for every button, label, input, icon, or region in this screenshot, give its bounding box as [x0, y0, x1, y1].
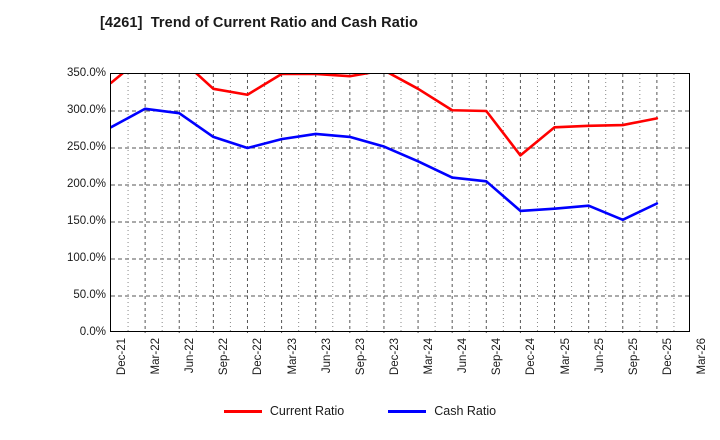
- x-axis-tick-label: Dec-21: [116, 338, 128, 376]
- x-axis-tick-label: Dec-25: [661, 338, 674, 376]
- x-axis-tick-label: Sep-24: [491, 338, 504, 376]
- x-axis-tick-label: Mar-23: [286, 338, 299, 375]
- x-axis-tick-label: Mar-22: [150, 338, 163, 375]
- x-axis-tick-label: Dec-23: [388, 338, 401, 376]
- y-axis-tick-label: 50.0%: [73, 289, 106, 301]
- legend-item[interactable]: Cash Ratio: [388, 404, 496, 418]
- y-axis-tick-label: 150.0%: [66, 215, 106, 227]
- plot-svg: [111, 74, 691, 333]
- legend-color-swatch: [388, 409, 427, 413]
- data-series: [111, 74, 659, 222]
- x-axis-tick-label: Sep-23: [354, 338, 367, 376]
- series-line-current-ratio: [111, 74, 659, 157]
- chart-title: [4261] Trend of Current Ratio and Cash R…: [100, 15, 418, 31]
- chart-legend: Current Ratio Cash Ratio: [0, 404, 720, 418]
- x-axis-tick-label: Jun-22: [184, 338, 197, 374]
- x-axis-tick-label: Dec-24: [525, 338, 538, 376]
- y-axis-tick-label: 0.0%: [79, 326, 106, 338]
- plot-area: [110, 73, 691, 333]
- x-axis-tick-label: Jun-23: [320, 338, 333, 374]
- x-axis-tick-label: Sep-25: [627, 338, 640, 376]
- legend-color-swatch: [223, 409, 262, 413]
- x-axis-tick-label: Mar-26: [696, 338, 708, 375]
- x-axis-tick-label: Dec-22: [252, 338, 265, 376]
- legend-label: Current Ratio: [269, 404, 345, 418]
- y-axis-labels: 0.0% 50.0% 100.0% 150.0% 200.0% 250.0% 300.0% 3…: [0, 0, 106, 440]
- y-axis-tick-label: 250.0%: [66, 141, 106, 153]
- y-axis-tick-label: 350.0%: [66, 67, 106, 79]
- legend-item[interactable]: Current Ratio: [223, 404, 345, 418]
- series-line-cash-ratio: [111, 107, 659, 222]
- y-axis-tick-label: 300.0%: [66, 104, 106, 116]
- y-axis-tick-label: 100.0%: [66, 252, 106, 264]
- x-axis-tick-label: Mar-25: [559, 338, 572, 375]
- gridlines: [111, 74, 691, 333]
- x-axis-tick-label: Jun-25: [593, 338, 606, 374]
- x-axis-tick-label: Sep-22: [218, 338, 231, 376]
- legend-label: Cash Ratio: [434, 404, 497, 418]
- x-axis-tick-label: Jun-24: [457, 338, 470, 374]
- y-axis-tick-label: 200.0%: [66, 178, 106, 190]
- x-axis-tick-label: Mar-24: [423, 338, 436, 375]
